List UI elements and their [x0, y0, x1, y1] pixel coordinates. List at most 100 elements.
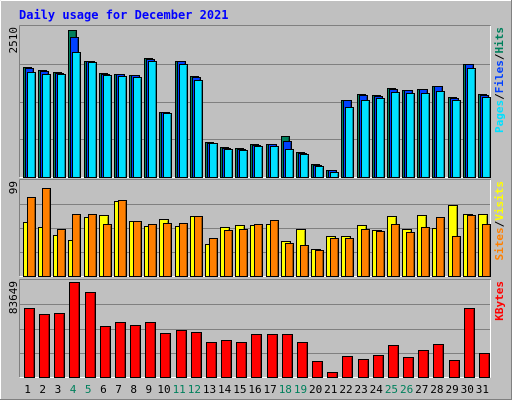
bar-shadow — [216, 144, 218, 178]
bar-sites-fill — [391, 224, 400, 277]
bar-sites — [285, 243, 294, 277]
bar-pages-fill — [300, 154, 309, 178]
bar-sites — [421, 227, 430, 277]
bar-sites — [42, 188, 51, 277]
legend-part: Visits — [493, 181, 506, 221]
bar-sites-fill — [376, 231, 385, 277]
bar-pages-fill — [467, 68, 476, 178]
bar-sites-fill — [254, 224, 263, 277]
bar-pages — [315, 166, 324, 178]
bar-shadow — [337, 173, 339, 178]
x-tick-label: 7 — [115, 383, 122, 396]
bar-sites — [467, 215, 476, 277]
bar-sites — [482, 224, 491, 277]
bar-shadow — [383, 99, 385, 178]
bar-sites — [88, 214, 97, 277]
bar-pages — [224, 149, 233, 178]
bar-pages — [27, 72, 36, 178]
bar-shadow — [79, 215, 81, 277]
bar-shadow — [215, 343, 217, 378]
bar-shadow — [489, 98, 491, 178]
bar-shadow — [398, 225, 400, 277]
bar-sites-fill — [179, 223, 188, 277]
bar-kbytes — [160, 333, 171, 378]
bar-kbytes — [327, 372, 338, 378]
bar-shadow — [124, 323, 126, 378]
bar-sites-fill — [467, 215, 476, 277]
bar-shadow — [489, 225, 491, 277]
bar-shadow — [64, 75, 66, 178]
bar-pages-fill — [361, 100, 370, 178]
bar-kbytes — [342, 356, 353, 378]
bar-sites-fill — [285, 243, 294, 277]
bar-pages — [406, 93, 415, 178]
bar-shadow — [488, 354, 490, 378]
bar-shadow — [321, 362, 323, 378]
bar-kbytes-fill — [191, 332, 202, 378]
bar-pages — [436, 91, 445, 178]
bar-kbytes-fill — [54, 313, 65, 378]
bar-shadow — [397, 346, 399, 378]
bar-shadow — [427, 351, 429, 378]
bar-pages — [57, 74, 66, 178]
bar-shadow — [428, 94, 430, 178]
bar-shadow — [276, 335, 278, 378]
bar-sites-fill — [436, 217, 445, 277]
x-tick-label: 5 — [85, 383, 92, 396]
bar-kbytes — [358, 359, 369, 378]
bar-shadow — [231, 150, 233, 178]
bar-pages — [391, 92, 400, 178]
bar-kbytes — [191, 332, 202, 378]
bar-pages-fill — [224, 149, 233, 178]
bar-shadow — [307, 155, 309, 178]
bar-shadow — [33, 309, 35, 378]
bar-shadow — [459, 101, 461, 178]
bar-kbytes — [221, 340, 232, 378]
bar-shadow — [382, 356, 384, 378]
bar-pages-fill — [254, 146, 263, 178]
bar-sites-fill — [103, 224, 112, 277]
bar-sites — [391, 224, 400, 277]
bar-pages-fill — [209, 143, 218, 178]
bar-sites-fill — [406, 232, 415, 277]
bar-sites — [57, 229, 66, 277]
bar-shadow — [49, 189, 51, 277]
bar-pages-fill — [72, 52, 81, 178]
bar-kbytes-fill — [145, 322, 156, 378]
bar-pages — [194, 80, 203, 178]
bar-sites-fill — [300, 245, 309, 277]
bar-shadow — [291, 335, 293, 378]
legend-part: Hits — [493, 27, 506, 54]
bar-kbytes — [176, 330, 187, 378]
bar-kbytes-fill — [115, 322, 126, 378]
bar-pages-fill — [330, 172, 339, 178]
bar-shadow — [186, 65, 188, 178]
bar-pages — [285, 149, 294, 178]
bar-sites-fill — [57, 229, 66, 277]
bar-sites — [345, 238, 354, 277]
x-tick-label: 23 — [355, 383, 368, 396]
bar-sites — [361, 229, 370, 277]
bar-kbytes — [115, 322, 126, 378]
bar-kbytes-fill — [160, 333, 171, 378]
x-tick-label: 22 — [339, 383, 352, 396]
bar-sites — [452, 236, 461, 277]
bar-kbytes-fill — [282, 334, 293, 378]
bar-shadow — [186, 224, 188, 277]
bar-sites — [224, 230, 233, 277]
bar-pages — [239, 150, 248, 178]
bar-shadow — [352, 108, 354, 178]
legend-part: Sites — [493, 227, 506, 260]
bar-sites-fill — [361, 229, 370, 277]
bar-kbytes-fill — [69, 282, 80, 378]
bar-shadow — [261, 225, 263, 277]
bar-pages — [376, 98, 385, 178]
bar-kbytes — [206, 342, 217, 378]
bar-shadow — [307, 246, 309, 277]
bar-kbytes-fill — [206, 342, 217, 378]
x-tick-label: 16 — [248, 383, 261, 396]
bar-pages-fill — [391, 92, 400, 178]
bar-pages-fill — [118, 76, 127, 178]
bar-shadow — [474, 216, 476, 277]
